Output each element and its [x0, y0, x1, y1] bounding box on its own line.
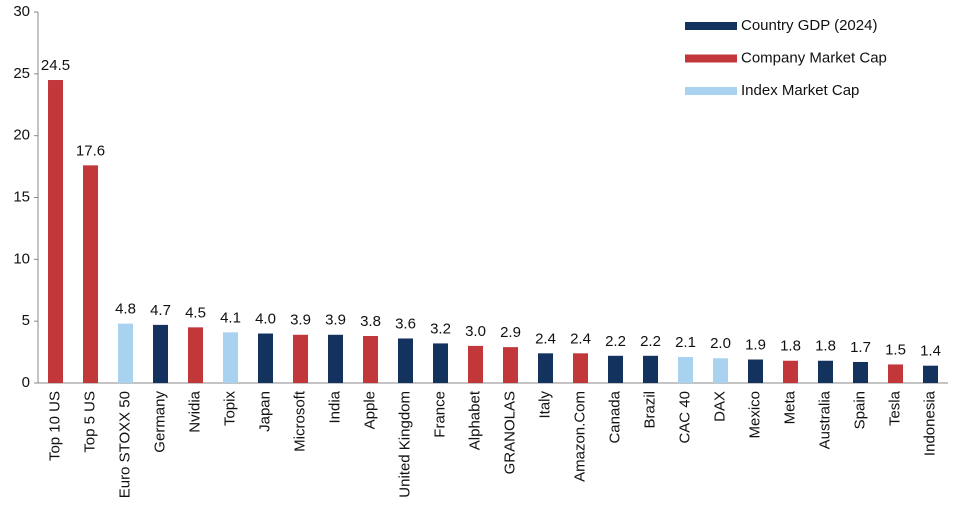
value-label: 2.9: [500, 324, 521, 341]
value-label: 4.5: [185, 304, 206, 321]
value-label: 1.5: [885, 341, 906, 358]
bar: [923, 365, 938, 383]
x-tick-label: Microsoft: [291, 390, 308, 452]
x-tick-label: Germany: [151, 391, 168, 453]
bar: [853, 361, 868, 383]
bar: [223, 332, 238, 383]
bar: [118, 323, 133, 383]
y-tick-label: 0: [22, 374, 30, 391]
legend-swatch: [685, 87, 737, 95]
x-tick-label: CAC 40: [676, 391, 693, 444]
x-tick-label: Euro STOXX 50: [116, 391, 133, 498]
value-label: 24.5: [41, 57, 70, 74]
legend-swatch: [685, 22, 737, 30]
bar: [643, 355, 658, 383]
value-label: 2.2: [605, 333, 626, 350]
x-tick-label: Spain: [851, 391, 868, 429]
bar: [713, 358, 728, 383]
bar: [153, 324, 168, 383]
value-label: 17.6: [76, 142, 105, 159]
legend-label: Index Market Cap: [741, 82, 859, 99]
value-label: 3.2: [430, 320, 451, 337]
x-tick-label: India: [326, 390, 343, 423]
bar: [48, 80, 63, 384]
bar: [818, 360, 833, 383]
x-tick-label: Mexico: [746, 391, 763, 439]
legend-swatch: [685, 54, 737, 63]
bar: [83, 165, 98, 383]
x-tick-label: Indonesia: [921, 390, 938, 456]
value-label: 4.7: [150, 302, 171, 319]
y-tick-label: 30: [13, 3, 30, 20]
value-label: 3.6: [395, 315, 416, 332]
legend-label: Company Market Cap: [741, 49, 887, 66]
x-tick-label: Apple: [361, 391, 378, 429]
bar: [608, 355, 623, 383]
bar: [433, 343, 448, 383]
x-tick-label: Alphabet: [466, 390, 483, 450]
value-label: 3.9: [290, 312, 311, 329]
bar: [258, 333, 273, 383]
y-tick-label: 5: [22, 312, 30, 329]
bar: [188, 327, 203, 383]
bar: [888, 364, 903, 383]
bar: [468, 345, 483, 383]
bar: [783, 360, 798, 383]
bar: [398, 338, 413, 383]
x-tick-label: Tesla: [886, 390, 903, 426]
bar: [363, 336, 378, 383]
value-label: 2.4: [570, 330, 591, 347]
x-tick-label: DAX: [711, 391, 728, 422]
x-tick-label: Australia: [816, 390, 833, 449]
value-label: 3.9: [325, 312, 346, 329]
value-label: 4.0: [255, 311, 276, 328]
value-label: 2.0: [710, 335, 731, 352]
value-label: 1.7: [850, 339, 871, 356]
bar: [748, 359, 763, 383]
bar: [538, 353, 553, 383]
bar: [573, 353, 588, 383]
x-tick-label: Amazon.Com: [571, 391, 588, 482]
x-tick-label: Top 5 US: [81, 391, 98, 453]
x-tick-label: France: [431, 391, 448, 438]
bar: [293, 334, 308, 383]
x-tick-label: Topix: [221, 391, 238, 427]
y-tick-label: 25: [13, 65, 30, 82]
y-tick-label: 20: [13, 127, 30, 144]
value-label: 2.1: [675, 334, 696, 351]
x-tick-label: Meta: [781, 390, 798, 424]
bar: [328, 334, 343, 383]
value-label: 1.8: [815, 338, 836, 355]
x-tick-label: GRANOLAS: [501, 391, 518, 474]
value-label: 1.9: [745, 336, 766, 353]
x-tick-label: United Kingdom: [396, 391, 413, 498]
value-label: 4.1: [220, 309, 241, 326]
value-label: 1.4: [920, 343, 941, 360]
bar: [678, 357, 693, 383]
value-label: 3.0: [465, 323, 486, 340]
value-label: 2.2: [640, 333, 661, 350]
value-label: 3.8: [360, 313, 381, 330]
x-tick-label: Italy: [536, 391, 553, 419]
y-tick-label: 15: [13, 188, 30, 205]
x-tick-label: Canada: [606, 390, 623, 443]
y-tick-label: 10: [13, 250, 30, 267]
value-label: 4.8: [115, 301, 136, 318]
x-tick-label: Japan: [256, 391, 273, 432]
x-tick-label: Brazil: [641, 391, 658, 429]
x-tick-label: Top 10 US: [46, 391, 63, 461]
value-label: 2.4: [535, 330, 556, 347]
bar: [503, 347, 518, 383]
x-tick-label: Nvidia: [186, 390, 203, 432]
value-label: 1.8: [780, 338, 801, 355]
legend-label: Country GDP (2024): [741, 17, 877, 34]
